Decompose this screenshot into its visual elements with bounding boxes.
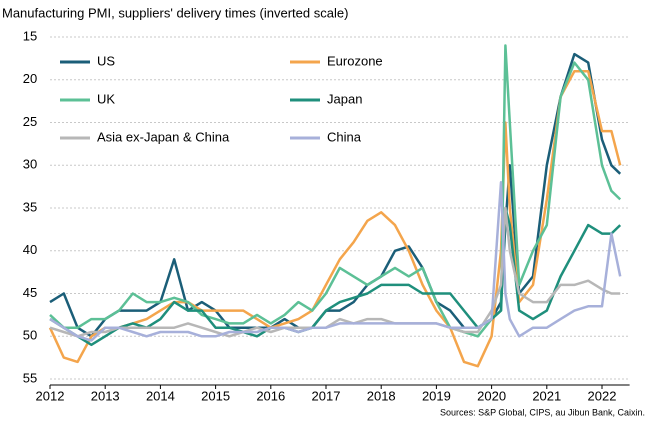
x-tick-label: 2012	[36, 388, 65, 403]
y-tick-label: 30	[23, 157, 37, 172]
series-line	[49, 181, 622, 342]
series-line	[49, 52, 622, 338]
x-tick-label: 2014	[146, 388, 175, 403]
legend-label: US	[97, 53, 115, 68]
legend-label: Eurozone	[327, 53, 383, 68]
x-tick-label: 2021	[532, 388, 561, 403]
series-line	[49, 206, 622, 347]
y-tick-label: 15	[23, 28, 37, 43]
x-tick-label: 2019	[422, 388, 451, 403]
y-tick-label: 45	[23, 285, 37, 300]
series-line	[48, 69, 622, 368]
y-tick-label: 35	[23, 199, 37, 214]
legend-label: Japan	[327, 91, 362, 106]
y-tick-label: 25	[23, 114, 37, 129]
x-tick-label: 2020	[477, 388, 506, 403]
x-tick-label: 2018	[367, 388, 396, 403]
source: Sources: S&P Global, CIPS, au Jibun Bank…	[440, 407, 645, 417]
series-line	[49, 44, 622, 338]
x-tick-label: 2017	[312, 388, 341, 403]
y-tick-label: 40	[23, 242, 37, 257]
y-tick-label: 55	[23, 370, 37, 385]
legend-label: China	[327, 129, 362, 144]
chart-title: Manufacturing PMI, suppliers' delivery t…	[2, 5, 348, 20]
y-tick-label: 20	[23, 71, 37, 86]
x-tick-label: 2013	[91, 388, 120, 403]
legend-label: Asia ex-Japan & China	[97, 129, 230, 144]
x-tick-label: 2015	[201, 388, 230, 403]
legend-label: UK	[97, 91, 115, 106]
x-tick-label: 2022	[588, 388, 617, 403]
y-tick-label: 50	[23, 328, 37, 343]
x-tick-label: 2016	[256, 388, 285, 403]
